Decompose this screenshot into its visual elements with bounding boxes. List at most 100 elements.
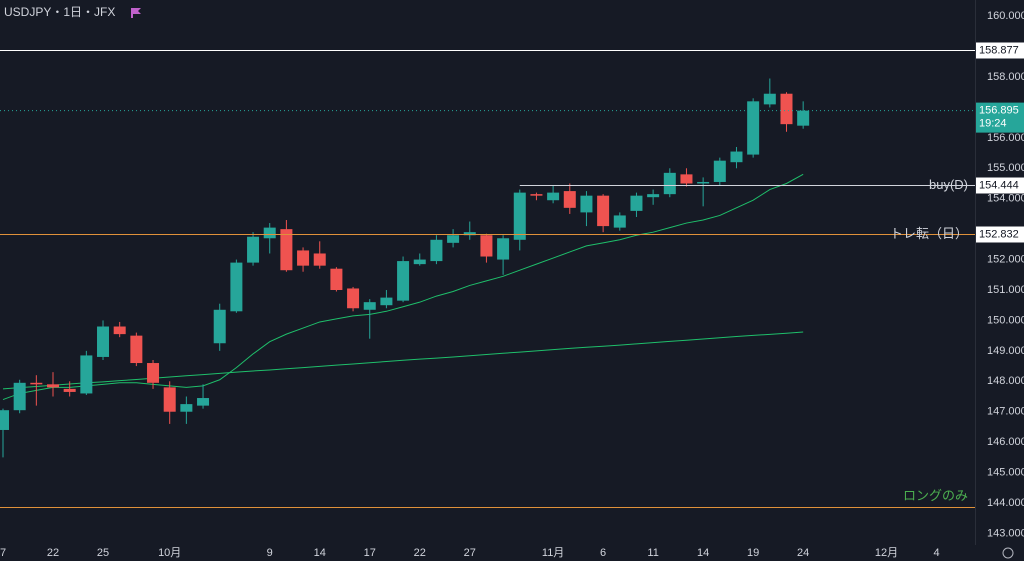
- candle-body: [97, 326, 110, 357]
- y-tick-label: 149.000: [987, 345, 1024, 357]
- candle-body: [297, 250, 310, 266]
- x-tick-label: 11: [647, 547, 658, 559]
- y-tick-label: 158.000: [987, 71, 1024, 83]
- candle-body: [63, 388, 76, 392]
- candle-body: [780, 93, 793, 125]
- y-tick-label: 156.000: [987, 132, 1024, 144]
- candle-body: [363, 302, 376, 310]
- y-tick-label: 148.000: [987, 375, 1024, 387]
- y-tick-label: 150.000: [987, 314, 1024, 326]
- price-tag: [976, 177, 1024, 194]
- level-label: buy(D): [929, 177, 968, 192]
- price-tag-label: 154.444: [979, 179, 1019, 191]
- level-label: ロングのみ: [903, 488, 968, 503]
- candle-body: [497, 238, 510, 260]
- x-tick-label: 9: [267, 547, 273, 559]
- moving-average: [2, 331, 804, 390]
- x-tick-label: 19: [747, 547, 759, 559]
- y-tick-label: 154.000: [987, 193, 1024, 205]
- x-tick-label: 27: [464, 547, 476, 559]
- candle-body: [430, 239, 443, 262]
- candle-body: [13, 382, 26, 411]
- candle-body: [713, 160, 726, 182]
- candle-body: [130, 335, 143, 364]
- x-tick-label: 11月: [542, 547, 564, 559]
- candle-body: [747, 101, 760, 155]
- price-tag-label: 152.832: [979, 228, 1019, 240]
- candle-body: [213, 309, 226, 344]
- candle-body: [630, 195, 643, 211]
- candle-body: [0, 410, 9, 430]
- candle-body: [563, 191, 576, 208]
- y-tick-label: 144.000: [987, 497, 1024, 509]
- y-tick-label: 146.000: [987, 436, 1024, 448]
- candle-body: [280, 229, 293, 271]
- candle-body: [513, 192, 526, 240]
- candle-body: [163, 387, 176, 412]
- chart-title: USDJPY・1日・JFX: [4, 5, 115, 19]
- price-tag-label: 158.877: [979, 44, 1019, 56]
- price-tag: [976, 226, 1024, 243]
- countdown: 19:24: [979, 118, 1007, 130]
- candle-body: [30, 382, 43, 385]
- candle-body: [113, 326, 126, 335]
- candle-body: [230, 262, 243, 312]
- candle-body: [330, 268, 343, 290]
- y-tick-label: 151.000: [987, 284, 1024, 296]
- last-price-tag: [976, 102, 1024, 133]
- candle-body: [380, 297, 393, 306]
- candle-body: [530, 194, 543, 196]
- x-tick-label: 4: [933, 547, 939, 559]
- candle-body: [413, 259, 426, 265]
- candle-body: [397, 261, 410, 301]
- candle-body: [547, 192, 560, 201]
- candle-body: [180, 404, 193, 412]
- y-tick-label: 160.000: [987, 10, 1024, 22]
- candle-body: [613, 215, 626, 228]
- candle-body: [47, 384, 60, 388]
- candle-body: [663, 172, 676, 195]
- last-price-label: 156.895: [979, 105, 1019, 117]
- x-tick-label: 25: [97, 547, 109, 559]
- candle-body: [763, 93, 776, 105]
- flag-icon[interactable]: [131, 8, 141, 18]
- y-tick-label: 152.000: [987, 253, 1024, 265]
- settings-icon[interactable]: [1002, 547, 1014, 559]
- candle-body: [263, 227, 276, 239]
- y-tick-label: 147.000: [987, 406, 1024, 418]
- candle-body: [597, 195, 610, 227]
- x-tick-label: 14: [314, 547, 326, 559]
- candle-body: [697, 181, 710, 184]
- x-tick-label: 22: [414, 547, 426, 559]
- candle-body: [147, 363, 160, 383]
- candle-body: [647, 194, 660, 198]
- candle-body: [480, 235, 493, 257]
- candle-body: [797, 110, 810, 126]
- candle-body: [197, 398, 210, 406]
- candle-body: [580, 195, 593, 213]
- level-label: トレ転（日）: [890, 226, 968, 241]
- candle-body: [313, 253, 326, 266]
- x-tick-label: 10月: [158, 547, 181, 559]
- candle-body: [730, 151, 743, 163]
- x-tick-label: 6: [600, 547, 606, 559]
- x-tick-label: 12月: [875, 547, 898, 559]
- y-tick-label: 143.000: [987, 527, 1024, 539]
- x-tick-label: 22: [47, 547, 59, 559]
- candle-body: [80, 355, 93, 394]
- price-tag: [976, 42, 1024, 59]
- moving-average: [2, 173, 804, 401]
- x-tick-label: 7: [0, 547, 6, 559]
- candle-body: [247, 236, 260, 263]
- candle-body: [463, 232, 476, 236]
- y-tick-label: 145.000: [987, 466, 1024, 478]
- candle-body: [680, 174, 693, 184]
- x-tick-label: 24: [797, 547, 809, 559]
- x-tick-label: 17: [364, 547, 376, 559]
- y-tick-label: 155.000: [987, 162, 1024, 174]
- x-tick-label: 14: [697, 547, 709, 559]
- candle-body: [347, 288, 360, 309]
